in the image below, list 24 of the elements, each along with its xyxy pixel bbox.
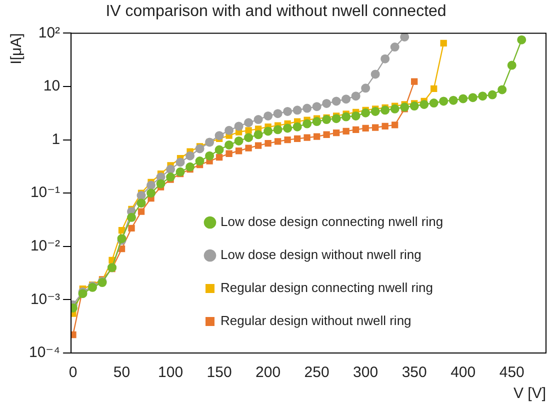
legend-label: Regular design connecting nwell ring [220,280,433,296]
x-tick-label: 400 [450,364,476,382]
y-tick-label: 10⁻² [30,238,60,255]
chart-title: IV comparison with and without nwell connected [106,3,446,20]
x-tick-label: 0 [68,364,78,382]
y-tick-label: 10⁻¹ [30,184,60,202]
x-tick-label: 450 [499,364,524,382]
legend-label: Low dose design connecting nwell ring [220,214,444,230]
x-tick-label: 300 [353,364,378,382]
y-axis-title: I[μA] [8,33,26,64]
x-tick-label: 200 [256,364,281,382]
y-tick-label: 10⁻⁴ [28,344,60,362]
y-tick-label: 1 [52,130,60,148]
x-tick-label: 250 [304,364,330,382]
x-tick-label: 350 [402,364,427,382]
legend-label: Regular design without nwell ring [220,313,412,328]
x-tick-label: 50 [113,364,130,382]
x-axis-title: V [V] [513,385,546,402]
legend-label: Low dose design without nwell ring [220,247,422,262]
y-tick-label: 10 [43,78,60,95]
y-tick-label: 10² [38,24,60,42]
x-tick-label: 150 [206,364,232,382]
x-tick-label: 100 [158,364,184,382]
y-tick-label: 10⁻³ [30,290,60,308]
